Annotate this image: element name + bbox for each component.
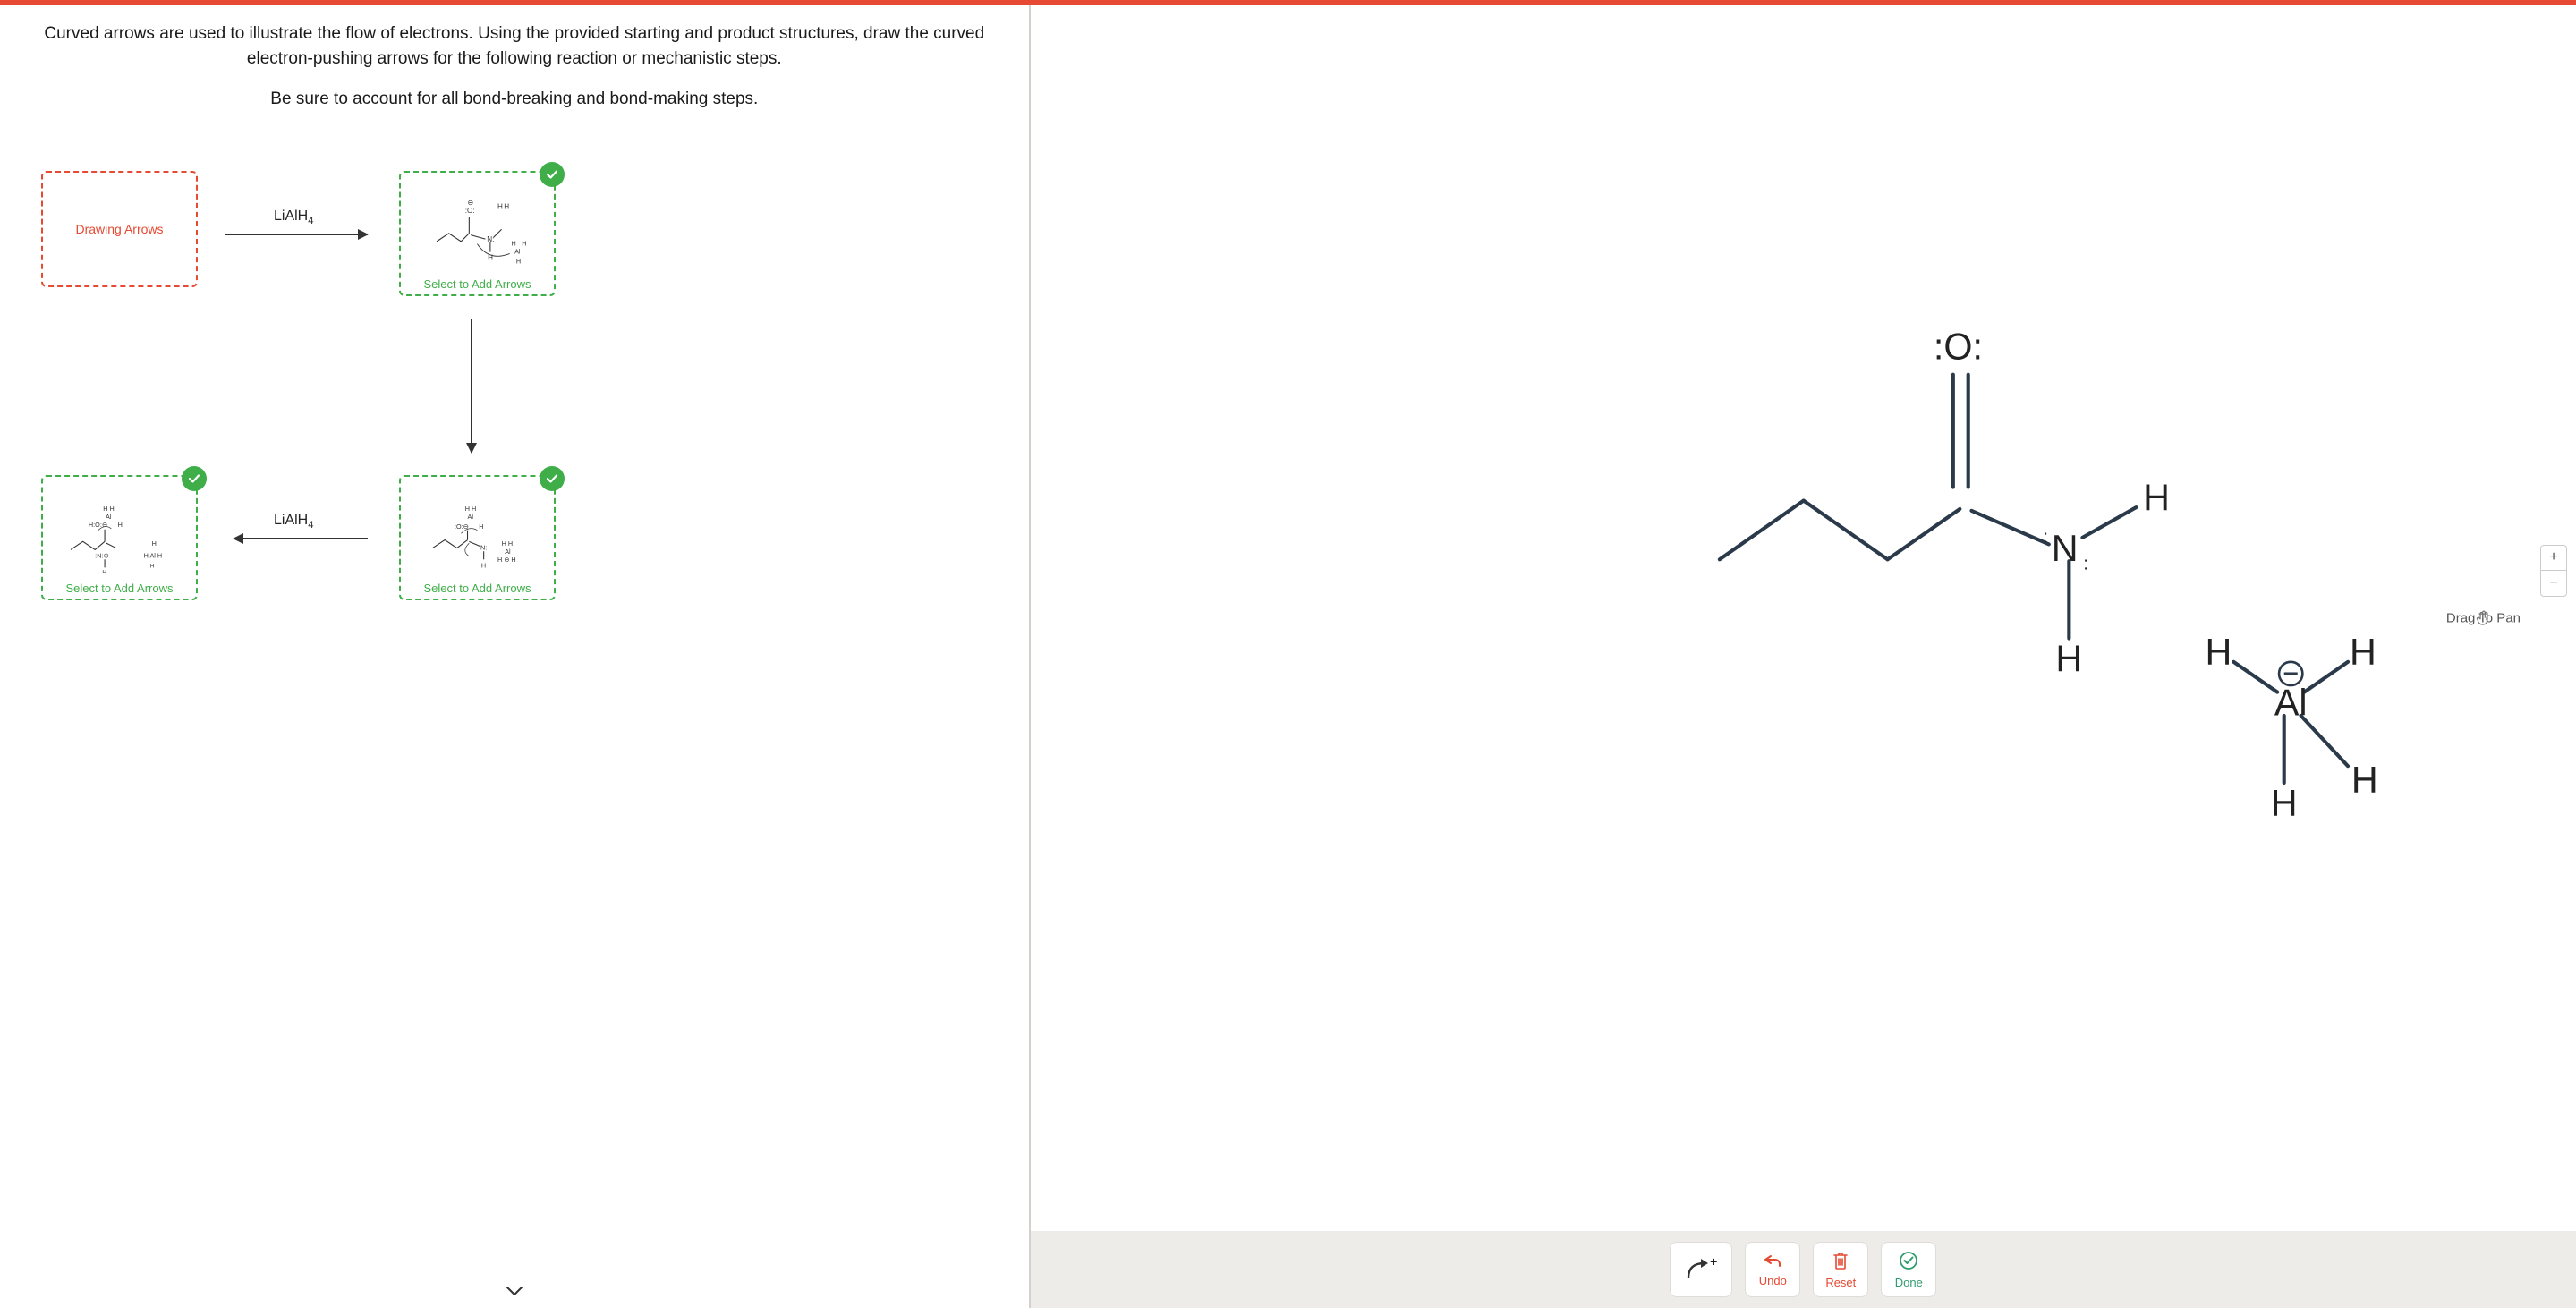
- step-box-1[interactable]: Drawing Arrows: [41, 171, 198, 287]
- atom-H: H: [2055, 639, 2082, 680]
- canvas-toolbar: + Undo Reset Done: [1031, 1231, 2576, 1308]
- zoom-in-button[interactable]: +: [2541, 546, 2566, 571]
- main-split: Curved arrows are used to illustrate the…: [0, 5, 2576, 1308]
- atom-H: H: [2205, 632, 2232, 673]
- svg-text:Al: Al: [106, 513, 112, 521]
- atom-H: H: [2270, 783, 2297, 824]
- check-icon: [540, 162, 565, 187]
- atom-H: H: [2350, 632, 2376, 673]
- svg-text:N:: N:: [487, 235, 494, 243]
- reaction-arrow-1: [225, 234, 368, 235]
- check-icon: [182, 466, 207, 491]
- right-panel: :O: N : : H H H H H H Al Drag To Pan: [1031, 5, 2576, 1308]
- step-box-3[interactable]: H H Al :O:⊖ H N: H H H Al: [399, 475, 556, 600]
- svg-text:Al: Al: [468, 513, 474, 521]
- svg-text:H: H: [118, 521, 123, 529]
- undo-button[interactable]: Undo: [1745, 1242, 1800, 1297]
- step-box-2[interactable]: ⊖ :O: HH N: H H H Al H: [399, 171, 556, 296]
- svg-text:H ⊖ H: H ⊖ H: [497, 556, 516, 564]
- done-button[interactable]: Done: [1881, 1242, 1936, 1297]
- svg-text:H: H: [479, 522, 483, 531]
- mini-structure-4: H H Al H:O:⊖ H :N:⊖ H H H Al H H: [58, 501, 181, 574]
- plus-badge: +: [1710, 1254, 1717, 1269]
- reagent-label-2: LiAlH4: [274, 513, 313, 531]
- reagent-label-1: LiAlH4: [274, 208, 313, 226]
- svg-text:H: H: [497, 202, 503, 210]
- done-label: Done: [1895, 1276, 1923, 1289]
- molecule-svg: :O: N : : H H H H H H Al: [1031, 5, 2576, 1231]
- svg-text:⊖: ⊖: [468, 199, 474, 207]
- step-box-2-caption: Select to Add Arrows: [401, 277, 554, 291]
- svg-text::N:⊖: :N:⊖: [95, 551, 108, 559]
- atom-Al: Al: [2274, 683, 2307, 724]
- reagent-text: LiAlH: [274, 208, 308, 224]
- undo-icon: [1763, 1253, 1782, 1272]
- svg-text:H Al H: H Al H: [144, 551, 163, 559]
- undo-label: Undo: [1759, 1274, 1787, 1287]
- svg-text:H H: H H: [465, 505, 477, 513]
- svg-text:H H: H H: [103, 505, 115, 513]
- reaction-arrow-2: [471, 319, 472, 453]
- svg-text:H: H: [152, 539, 157, 548]
- step-box-4-caption: Select to Add Arrows: [43, 582, 196, 595]
- chevron-down-icon[interactable]: [506, 1282, 523, 1303]
- zoom-control: + −: [2540, 545, 2567, 597]
- lone-pair: :: [2083, 553, 2088, 573]
- mechanism-scheme: Drawing Arrows LiAlH4 ⊖ :O: HH: [23, 144, 1006, 1308]
- reaction-arrow-3: [234, 538, 368, 539]
- prompt-text: Curved arrows are used to illustrate the…: [23, 21, 1006, 128]
- svg-text:H: H: [481, 561, 486, 569]
- atom-N: N: [2051, 528, 2079, 569]
- reagent-text: LiAlH: [274, 513, 308, 528]
- drag-to-pan-hint: Drag To Pan: [2443, 609, 2524, 628]
- reset-button[interactable]: Reset: [1813, 1242, 1868, 1297]
- check-circle-icon: [1899, 1251, 1918, 1274]
- prompt-p2: Be sure to account for all bond-breaking…: [23, 87, 1006, 112]
- left-panel: Curved arrows are used to illustrate the…: [0, 5, 1031, 1308]
- svg-text:H: H: [516, 257, 521, 265]
- mini-structure-2: ⊖ :O: HH N: H H H Al H: [416, 197, 539, 270]
- step-box-4[interactable]: H H Al H:O:⊖ H :N:⊖ H H H Al H H: [41, 475, 198, 600]
- atom-O: :O:: [1933, 326, 1982, 367]
- svg-text:H:O:⊖: H:O:⊖: [89, 521, 107, 529]
- svg-text:H: H: [102, 569, 106, 573]
- trash-icon: [1832, 1251, 1849, 1274]
- svg-text:H: H: [504, 202, 509, 210]
- hand-icon: [2443, 609, 2524, 628]
- atom-H: H: [2143, 477, 2170, 518]
- curved-arrow-tool-button[interactable]: +: [1670, 1242, 1732, 1297]
- step-box-1-caption: Drawing Arrows: [75, 222, 163, 236]
- lone-pair: :: [2043, 526, 2048, 547]
- step-box-3-caption: Select to Add Arrows: [401, 582, 554, 595]
- drawing-canvas[interactable]: :O: N : : H H H H H H Al Drag To Pan: [1031, 5, 2576, 1231]
- atom-H: H: [2351, 760, 2378, 801]
- mini-structure-3: H H Al :O:⊖ H N: H H H Al: [416, 501, 539, 574]
- reagent-sub: 4: [308, 520, 313, 531]
- zoom-out-button[interactable]: −: [2541, 571, 2566, 596]
- svg-text:H: H: [512, 239, 516, 247]
- svg-text:Al: Al: [505, 548, 511, 556]
- check-icon: [540, 466, 565, 491]
- svg-text:H H: H H: [502, 539, 514, 548]
- svg-text:Al: Al: [514, 247, 521, 255]
- reset-label: Reset: [1825, 1276, 1856, 1289]
- svg-text::O:: :O:: [465, 207, 475, 215]
- reagent-sub: 4: [308, 216, 313, 226]
- svg-text:N:: N:: [480, 543, 487, 551]
- svg-text:H: H: [150, 563, 155, 569]
- svg-text:H: H: [522, 239, 526, 247]
- prompt-p1: Curved arrows are used to illustrate the…: [23, 21, 1006, 71]
